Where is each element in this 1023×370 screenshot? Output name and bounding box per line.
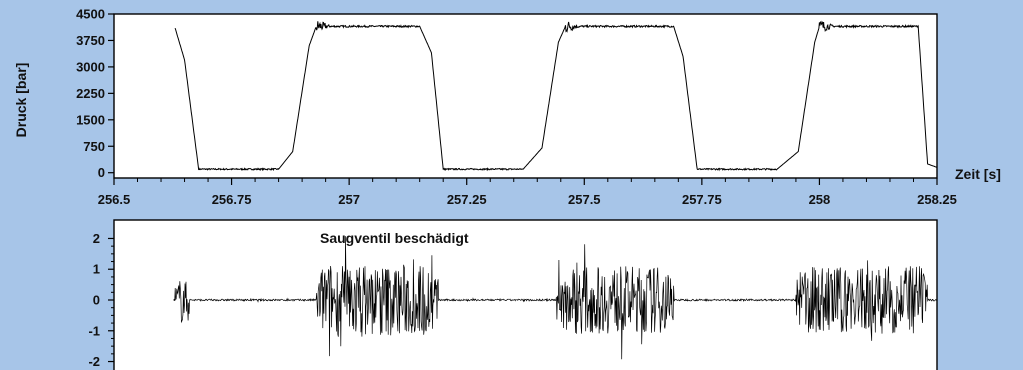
vibration-annotation: Saugventil beschädigt <box>320 230 469 246</box>
pressure-plot-area <box>113 13 938 179</box>
pressure-x-tick-label: 257.25 <box>447 192 487 207</box>
pressure-x-tick-label: 257.5 <box>568 192 601 207</box>
pressure-x-axis-label: Zeit [s] <box>955 166 1001 182</box>
vibration-panel: 2 1 0 -1 -2 Saugventil beschädigt <box>88 219 938 370</box>
pressure-y-tick-label: 4500 <box>76 7 105 22</box>
pressure-y-tick-label: 2250 <box>76 86 105 101</box>
pressure-y-tick-label: 0 <box>98 165 105 180</box>
vibration-y-tick-label: 2 <box>93 231 100 246</box>
pressure-x-tick-label: 256.5 <box>98 192 131 207</box>
vibration-y-tick-label: -2 <box>88 354 100 369</box>
pressure-series-line <box>174 20 938 172</box>
pressure-y-axis-label: Druck [bar] <box>13 63 29 138</box>
vibration-y-tick-label: 1 <box>93 262 100 277</box>
pressure-x-tick-label: 258.25 <box>917 192 957 207</box>
pressure-y-tick-label: 1500 <box>76 112 105 127</box>
vibration-series-line <box>173 236 937 360</box>
pressure-x-ticks: 256.5 256.75 257 257.25 257.5 257.75 258 258.25 <box>98 178 957 207</box>
vibration-y-tick-label: 0 <box>93 293 100 308</box>
pressure-y-tick-label: 750 <box>83 139 105 154</box>
pressure-x-tick-label: 257 <box>338 192 360 207</box>
pressure-x-tick-label: 256.75 <box>212 192 252 207</box>
pressure-x-tick-label: 258 <box>809 192 831 207</box>
vibration-y-ticks: 2 1 0 -1 -2 <box>88 231 114 369</box>
pressure-x-tick-label: 257.75 <box>682 192 722 207</box>
vibration-y-tick-label: -1 <box>88 323 100 338</box>
pressure-y-tick-label: 3000 <box>76 59 105 74</box>
pressure-y-tick-label: 3750 <box>76 33 105 48</box>
pressure-y-ticks: 4500 3750 3000 2250 1500 750 0 <box>76 7 114 180</box>
